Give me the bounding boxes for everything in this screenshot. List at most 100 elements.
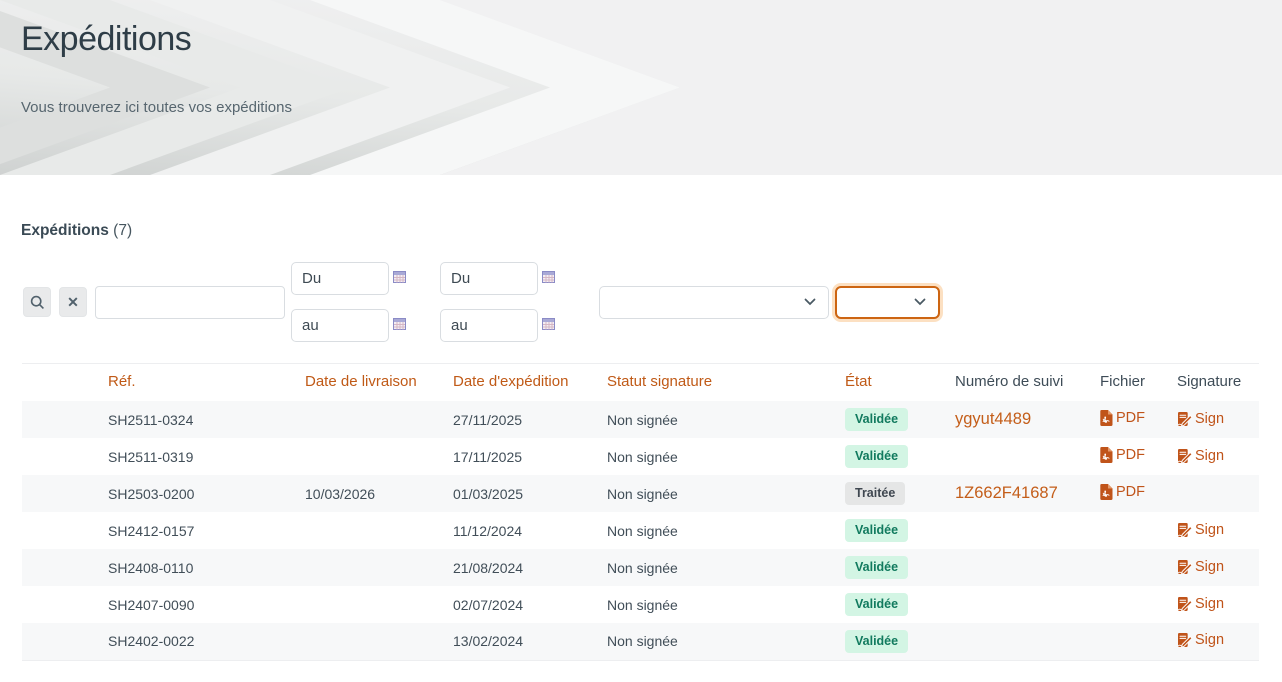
tracking-cell (955, 512, 1100, 549)
search-icon (30, 295, 45, 310)
shipping-date-to-input[interactable] (440, 309, 538, 342)
file-cell (1100, 623, 1177, 660)
signature-status-cell: Non signée (607, 411, 678, 428)
sign-label: Sign (1195, 521, 1225, 538)
table-row[interactable]: SH2511-0324 27/11/2025 Non signée Validé… (22, 401, 1259, 438)
shipments-count: (7) (113, 222, 133, 239)
signature-pen-icon (1177, 559, 1192, 574)
signature-status-cell: Non signée (607, 633, 678, 650)
table-row[interactable]: SH2402-0022 13/02/2024 Non signée Validé… (22, 623, 1259, 660)
shipping-date-cell: 01/03/2025 (453, 485, 524, 502)
state-filter-select[interactable] (835, 285, 940, 319)
column-header-state[interactable]: État (845, 373, 872, 390)
sign-link[interactable]: Sign (1177, 411, 1224, 427)
status-badge: Validée (845, 408, 909, 431)
ref-cell: SH2412-0157 (108, 522, 195, 539)
pdf-link[interactable]: PDF (1100, 410, 1145, 426)
tracking-link[interactable]: ygyut4489 (955, 410, 1032, 428)
search-button[interactable] (23, 287, 51, 317)
sign-link[interactable]: Sign (1177, 632, 1224, 648)
row-leading-cell (22, 549, 108, 586)
sign-link[interactable]: Sign (1177, 559, 1224, 575)
file-cell: PDF (1100, 475, 1177, 512)
ref-cell: SH2408-0110 (108, 559, 194, 576)
column-header-ref[interactable]: Réf. (108, 373, 136, 390)
delivery-date-to-input[interactable] (291, 309, 389, 342)
shipping-date-cell: 11/12/2024 (453, 522, 523, 539)
sign-link[interactable]: Sign (1177, 596, 1224, 612)
row-leading-cell (22, 475, 108, 512)
shipments-section-title: Expéditions (7) (21, 222, 1282, 240)
ref-cell: SH2407-0090 (108, 596, 195, 613)
pdf-link[interactable]: PDF (1100, 484, 1145, 500)
signature-action-cell: Sign (1177, 512, 1259, 549)
shipments-table-wrapper: Réf. Date de livraison Date d'expédition… (22, 363, 1259, 661)
column-header-signature-status[interactable]: Statut signature (607, 373, 713, 390)
tracking-cell: 1Z662F41687 (955, 475, 1100, 512)
table-row[interactable]: SH2503-0200 10/03/2026 01/03/2025 Non si… (22, 475, 1259, 512)
table-row[interactable]: SH2407-0090 02/07/2024 Non signée Validé… (22, 586, 1259, 623)
column-header-delivery-date[interactable]: Date de livraison (305, 373, 417, 390)
sign-label: Sign (1195, 447, 1225, 464)
state-cell: Traitée (845, 475, 955, 512)
tracking-cell (955, 586, 1100, 623)
clear-search-button[interactable]: ✕ (59, 287, 87, 317)
sign-label: Sign (1195, 558, 1225, 575)
signature-action-cell: Sign (1177, 438, 1259, 475)
delivery-date-cell (305, 623, 453, 660)
chevron-pattern-background (0, 0, 1282, 175)
shipping-date-cell: 17/11/2025 (453, 448, 523, 465)
signature-status-cell: Non signée (607, 559, 678, 576)
pdf-link[interactable]: PDF (1100, 447, 1145, 463)
sign-label: Sign (1195, 595, 1225, 612)
calendar-icon[interactable] (393, 317, 406, 335)
status-badge: Validée (845, 593, 909, 616)
table-header-row: Réf. Date de livraison Date d'expédition… (22, 363, 1259, 402)
shipping-date-from-input[interactable] (440, 262, 538, 295)
ref-cell: SH2503-0200 (108, 485, 195, 502)
shipping-date-cell: 13/02/2024 (453, 633, 524, 650)
sign-link[interactable]: Sign (1177, 448, 1224, 464)
state-cell: Validée (845, 549, 955, 586)
state-cell: Validée (845, 512, 955, 549)
pdf-label: PDF (1116, 484, 1145, 500)
column-header-shipping-date[interactable]: Date d'expédition (453, 373, 569, 390)
chevron-down-icon (804, 298, 816, 306)
state-cell: Validée (845, 623, 955, 660)
page-subtitle: Vous trouverez ici toutes vos expédition… (21, 99, 292, 116)
shipping-date-cell: 21/08/2024 (453, 559, 524, 576)
sign-link[interactable]: Sign (1177, 522, 1224, 538)
shipments-table-body: SH2511-0324 27/11/2025 Non signée Validé… (22, 401, 1259, 660)
calendar-icon[interactable] (542, 317, 555, 335)
status-filter-select[interactable] (599, 285, 829, 319)
signature-action-cell: Sign (1177, 549, 1259, 586)
state-cell: Validée (845, 586, 955, 623)
shipments-table: Réf. Date de livraison Date d'expédition… (22, 363, 1259, 661)
signature-pen-icon (1177, 522, 1192, 537)
tracking-cell (955, 438, 1100, 475)
status-badge: Validée (845, 519, 909, 542)
calendar-icon[interactable] (393, 270, 406, 288)
tracking-link[interactable]: 1Z662F41687 (955, 484, 1058, 502)
shipping-date-filter (440, 262, 555, 342)
status-badge: Traitée (845, 482, 906, 505)
calendar-icon[interactable] (542, 270, 555, 288)
table-row[interactable]: SH2412-0157 11/12/2024 Non signée Validé… (22, 512, 1259, 549)
delivery-date-from-input[interactable] (291, 262, 389, 295)
table-row[interactable]: SH2408-0110 21/08/2024 Non signée Validé… (22, 549, 1259, 586)
search-input[interactable] (95, 285, 285, 319)
pdf-file-icon (1100, 484, 1113, 500)
table-row[interactable]: SH2511-0319 17/11/2025 Non signée Validé… (22, 438, 1259, 475)
sign-label: Sign (1195, 632, 1225, 649)
signature-status-cell: Non signée (607, 596, 678, 613)
state-cell: Validée (845, 401, 955, 438)
sign-label: Sign (1195, 410, 1225, 427)
ref-cell: SH2511-0324 (108, 411, 194, 428)
file-cell (1100, 512, 1177, 549)
tracking-cell: ygyut4489 (955, 401, 1100, 438)
signature-status-cell: Non signée (607, 448, 678, 465)
signature-status-cell: Non signée (607, 485, 678, 502)
status-badge: Validée (845, 445, 909, 468)
delivery-date-cell: 10/03/2026 (305, 485, 376, 502)
signature-action-cell: Sign (1177, 623, 1259, 660)
